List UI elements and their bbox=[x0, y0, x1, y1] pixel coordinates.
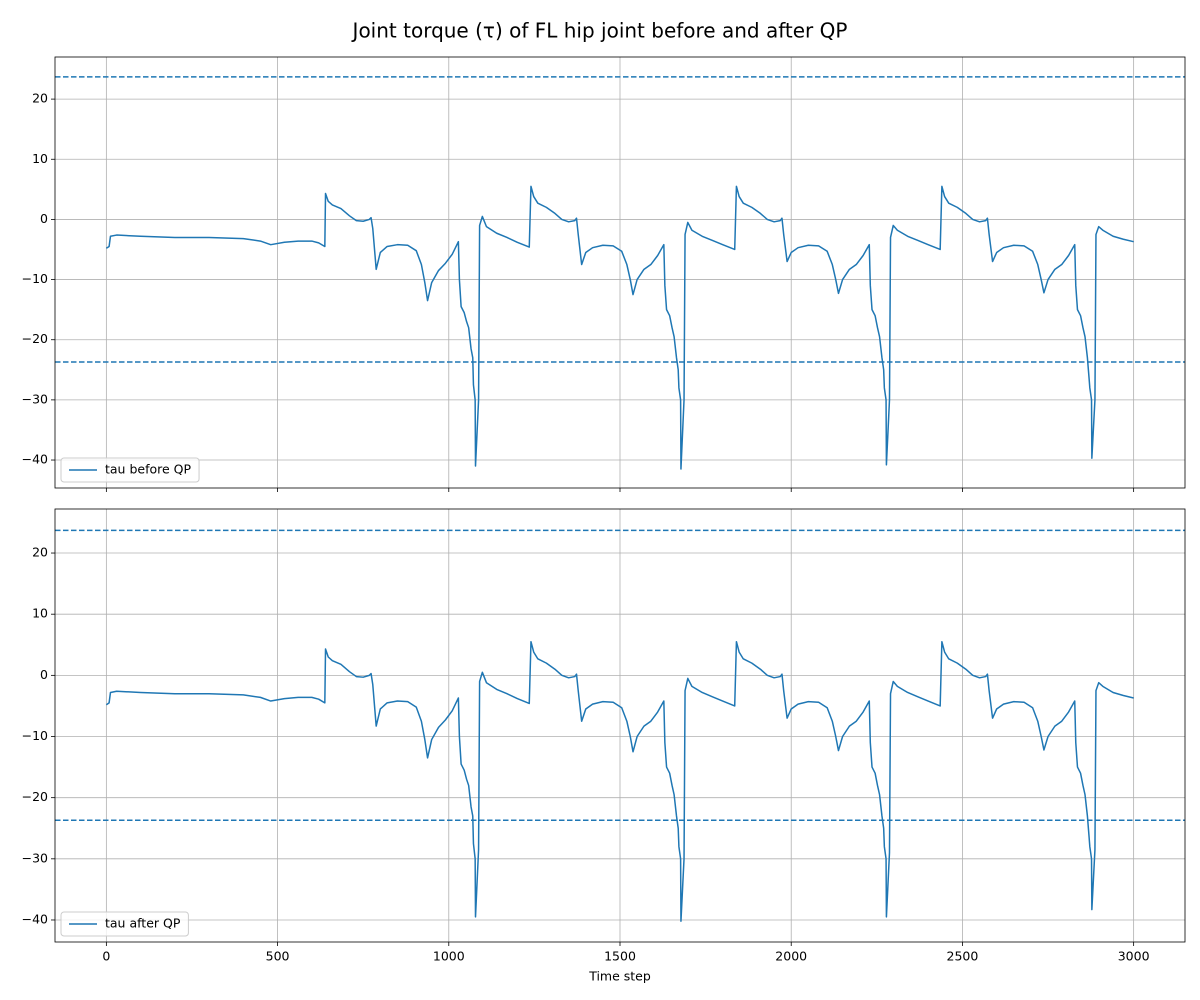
y-tick-label: −40 bbox=[22, 911, 48, 926]
y-tick-label: 0 bbox=[40, 211, 48, 226]
y-tick-label: −40 bbox=[22, 452, 48, 467]
y-tick-label: 20 bbox=[32, 545, 48, 560]
legend-label: tau after QP bbox=[105, 916, 181, 931]
y-tick-label: −10 bbox=[22, 271, 48, 286]
y-tick-label: −20 bbox=[22, 789, 48, 804]
x-tick-label: 1000 bbox=[433, 949, 465, 964]
legend: tau before QP bbox=[60, 457, 200, 483]
data-line bbox=[105, 640, 1134, 922]
y-tick-label: −30 bbox=[22, 850, 48, 865]
y-tick-label: −30 bbox=[22, 391, 48, 406]
x-tick-label: 500 bbox=[266, 949, 290, 964]
y-tick-label: 10 bbox=[32, 606, 48, 621]
x-tick-label: 1500 bbox=[604, 949, 636, 964]
y-tick-label: 20 bbox=[32, 91, 48, 106]
x-tick-label: 2500 bbox=[947, 949, 979, 964]
legend-label: tau before QP bbox=[105, 462, 191, 477]
y-tick-label: −20 bbox=[22, 331, 48, 346]
y-tick-label: 0 bbox=[40, 667, 48, 682]
x-tick-label: 3000 bbox=[1118, 949, 1150, 964]
legend: tau after QP bbox=[60, 911, 189, 937]
x-tick-label: 2000 bbox=[775, 949, 807, 964]
figure-title: Joint torque (τ) of FL hip joint before … bbox=[351, 19, 848, 43]
axes-frame bbox=[54, 56, 1186, 489]
x-axis-label: Time step bbox=[588, 969, 651, 984]
legend-box bbox=[60, 911, 189, 937]
legend-box bbox=[60, 457, 200, 483]
x-tick-label: 0 bbox=[102, 949, 110, 964]
axes-frame bbox=[54, 508, 1186, 943]
y-tick-label: 10 bbox=[32, 151, 48, 166]
data-line bbox=[105, 185, 1134, 470]
y-tick-label: −10 bbox=[22, 728, 48, 743]
